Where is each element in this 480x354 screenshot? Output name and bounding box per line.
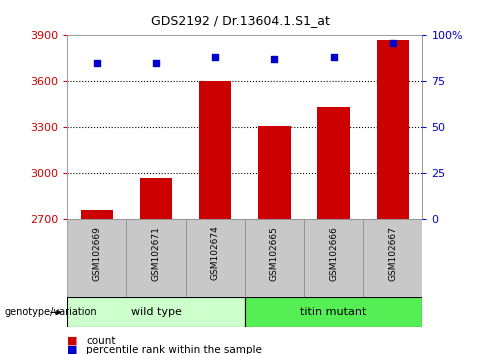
Bar: [245, 297, 422, 327]
Bar: [186, 219, 245, 297]
Point: [271, 57, 278, 62]
Bar: [304, 219, 363, 297]
Bar: [67, 297, 245, 327]
Text: ■: ■: [67, 336, 78, 346]
Text: GSM102666: GSM102666: [329, 226, 338, 281]
Text: GSM102667: GSM102667: [388, 226, 397, 281]
Text: count: count: [86, 336, 116, 346]
Bar: [376, 40, 409, 219]
Text: percentile rank within the sample: percentile rank within the sample: [86, 345, 262, 354]
Text: titin mutant: titin mutant: [300, 307, 367, 318]
Bar: [258, 126, 291, 219]
Bar: [363, 219, 422, 297]
Bar: [126, 219, 186, 297]
Bar: [199, 81, 231, 219]
Bar: [140, 178, 172, 219]
Point: [389, 40, 396, 46]
Bar: [81, 210, 113, 219]
Text: wild type: wild type: [131, 307, 181, 318]
Bar: [317, 108, 350, 219]
Point: [152, 60, 160, 66]
Text: ■: ■: [67, 345, 78, 354]
Text: GSM102665: GSM102665: [270, 226, 279, 281]
Point: [330, 55, 337, 60]
Bar: [245, 219, 304, 297]
Text: GSM102669: GSM102669: [92, 226, 101, 281]
Text: GSM102674: GSM102674: [211, 226, 220, 280]
Text: GSM102671: GSM102671: [152, 226, 160, 281]
Point: [93, 60, 101, 66]
Bar: [67, 219, 126, 297]
Text: GDS2192 / Dr.13604.1.S1_at: GDS2192 / Dr.13604.1.S1_at: [151, 14, 329, 27]
Text: genotype/variation: genotype/variation: [5, 307, 97, 318]
Point: [211, 55, 219, 60]
